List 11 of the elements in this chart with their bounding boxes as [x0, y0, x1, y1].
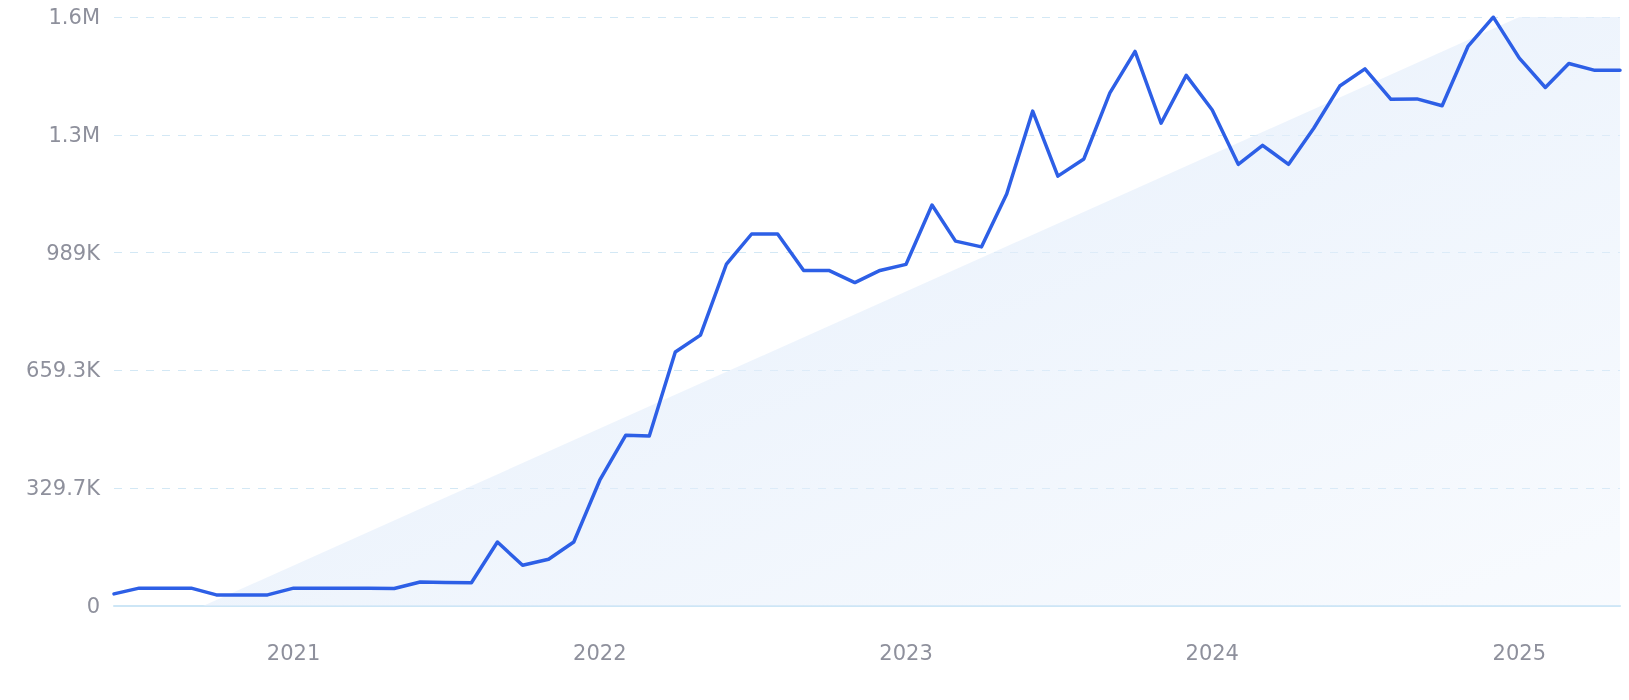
x-tick-label: 2023: [879, 640, 933, 665]
y-tick-label: 1.3M: [48, 122, 100, 147]
y-tick-label: 329.7K: [26, 476, 102, 501]
y-tick-label: 989K: [46, 240, 102, 265]
x-tick-label: 2025: [1492, 640, 1547, 665]
y-tick-label: 1.6M: [48, 5, 100, 29]
y-tick-label: 0: [86, 594, 100, 618]
y-tick-label: 659.3K: [26, 358, 102, 383]
x-tick-label: 2022: [573, 640, 627, 665]
x-tick-label: 2021: [266, 640, 321, 665]
x-tick-label: 2024: [1185, 640, 1239, 665]
